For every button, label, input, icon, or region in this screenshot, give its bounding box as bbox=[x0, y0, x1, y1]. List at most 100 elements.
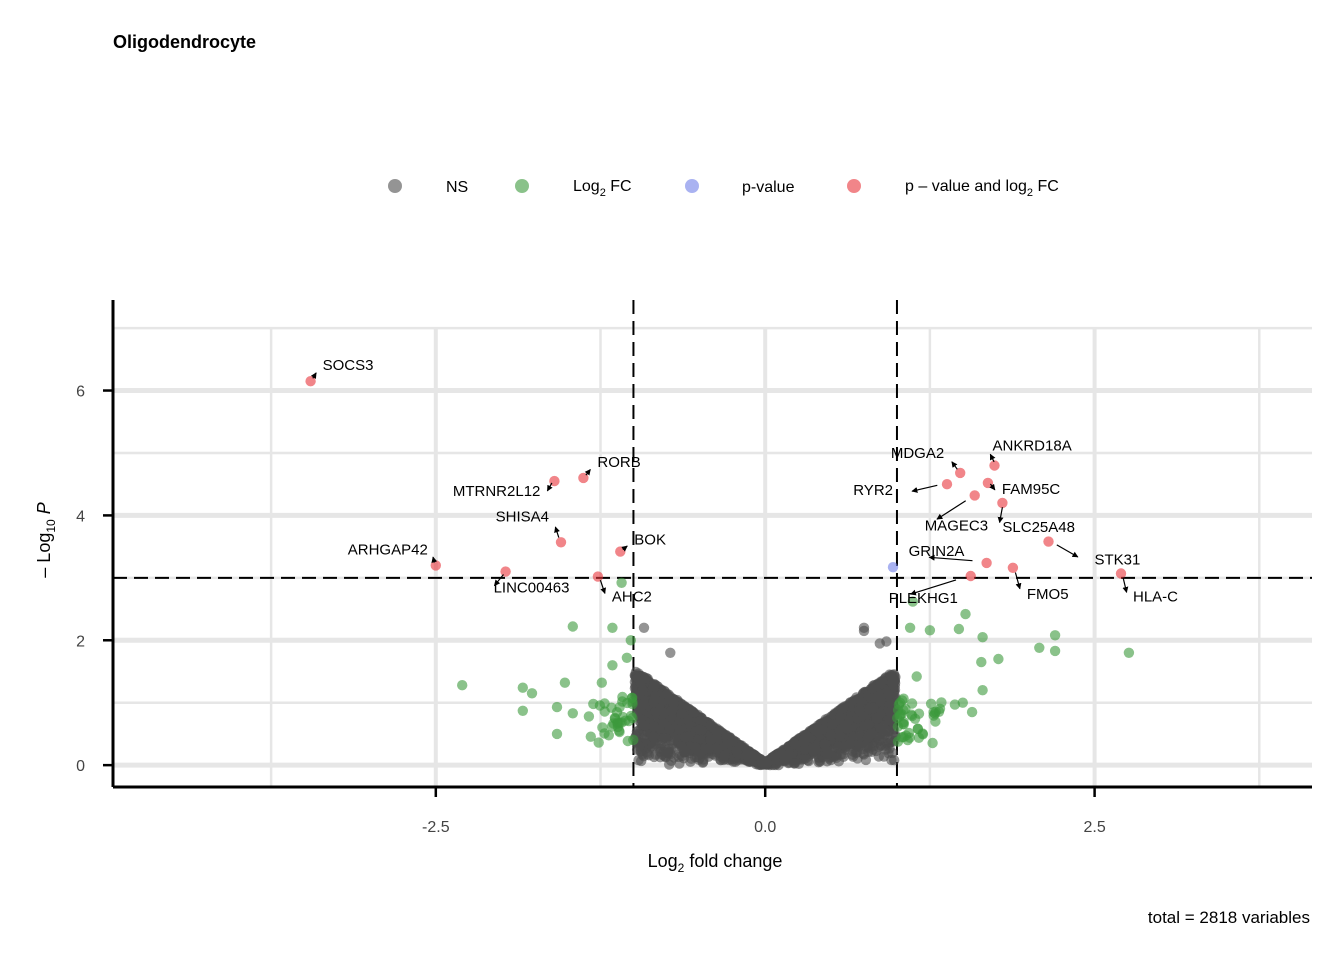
gene-label-rorb: RORB bbox=[597, 454, 640, 471]
point-log2fc bbox=[609, 713, 621, 724]
point-log2fc bbox=[896, 708, 907, 720]
point-significant bbox=[1043, 536, 1054, 547]
legend-label-log2fc: Log2 FC bbox=[573, 178, 632, 199]
label-connector-mtrnr2l12 bbox=[546, 482, 553, 492]
label-connector-ahc2 bbox=[599, 580, 606, 594]
gene-label-magec3: MAGEC3 bbox=[925, 517, 988, 534]
point-significant bbox=[982, 477, 994, 489]
point-ns bbox=[854, 731, 866, 742]
point-log2fc bbox=[1049, 645, 1061, 657]
point-log2fc bbox=[930, 716, 941, 727]
gene-label-arhgap42: ARHGAP42 bbox=[348, 541, 428, 558]
point-ns bbox=[871, 691, 883, 703]
point-log2fc bbox=[933, 706, 945, 717]
point-ns bbox=[863, 719, 874, 730]
legend-label-ns: NS bbox=[446, 179, 468, 196]
legend-swatch-pvalue bbox=[685, 179, 699, 193]
point-log2fc bbox=[977, 632, 988, 643]
point-ns bbox=[711, 731, 723, 743]
point-significant bbox=[305, 376, 316, 387]
label-connector-bok bbox=[621, 545, 628, 552]
point-ns bbox=[761, 757, 773, 769]
gene-label-ankrd18a: ANKRD18A bbox=[993, 438, 1072, 455]
point-log2fc bbox=[628, 734, 639, 746]
point-significant bbox=[997, 497, 1008, 509]
legend-item-pvalue: p-value bbox=[685, 179, 795, 196]
point-log2fc bbox=[607, 622, 618, 633]
point-significant bbox=[555, 537, 567, 548]
point-log2fc bbox=[925, 698, 937, 709]
point-ns bbox=[840, 742, 852, 753]
point-ns bbox=[862, 732, 874, 743]
point-ns bbox=[634, 741, 645, 752]
point-ns bbox=[638, 622, 650, 633]
gene-label-bok: BOK bbox=[634, 532, 666, 549]
label-connector-arhgap42 bbox=[431, 556, 438, 563]
point-log2fc bbox=[567, 621, 578, 632]
label-connector-plekhg1 bbox=[909, 579, 957, 596]
legend-label-pvalue-and-log2fc: p – value and log2 FC bbox=[905, 178, 1059, 199]
point-log2fc bbox=[625, 635, 636, 646]
point-ns bbox=[648, 721, 659, 733]
point-ns bbox=[727, 736, 738, 747]
label-connector-fam95c bbox=[989, 483, 996, 491]
point-ns bbox=[719, 750, 730, 761]
point-log2fc bbox=[593, 737, 604, 748]
point-log2fc bbox=[517, 705, 528, 716]
point-log2fc bbox=[924, 625, 936, 636]
point-log2fc bbox=[1034, 642, 1045, 653]
point-ns bbox=[825, 730, 836, 741]
point-ns bbox=[637, 684, 648, 696]
gene-label-grin2a: GRIN2A bbox=[909, 543, 965, 560]
point-ns bbox=[658, 707, 669, 719]
point-significant bbox=[592, 571, 604, 582]
gene-label-mtrnr2l12: MTRNR2L12 bbox=[453, 483, 541, 500]
cutoff-lines bbox=[113, 300, 1312, 787]
legend-item-ns: NS bbox=[388, 179, 468, 196]
point-ns bbox=[648, 731, 659, 742]
legend-item-log2fc: Log2 FC bbox=[515, 178, 632, 199]
label-connector-hla-c bbox=[1122, 577, 1129, 593]
point-ns bbox=[779, 754, 790, 765]
point-significant bbox=[989, 460, 1000, 471]
point-log2fc bbox=[621, 652, 633, 663]
point-log2fc bbox=[594, 700, 606, 711]
point-log2fc bbox=[911, 671, 922, 682]
point-ns bbox=[789, 738, 801, 750]
point-ns bbox=[731, 745, 742, 757]
x-tick-label: 2.5 bbox=[1083, 819, 1105, 836]
point-ns bbox=[676, 708, 688, 719]
y-tick-label: 4 bbox=[76, 508, 85, 525]
point-log2fc bbox=[953, 623, 965, 635]
x-tick-label: 0.0 bbox=[754, 819, 776, 836]
point-log2fc bbox=[993, 653, 1004, 665]
point-significant bbox=[955, 467, 966, 479]
point-log2fc bbox=[957, 697, 968, 708]
point-log2fc bbox=[627, 698, 638, 710]
point-ns bbox=[887, 747, 898, 759]
point-ns bbox=[688, 707, 699, 718]
label-connector-mdga2 bbox=[951, 461, 958, 470]
legend-item-pvalue-and-log2fc: p – value and log2 FC bbox=[847, 178, 1059, 199]
point-log2fc bbox=[526, 688, 538, 699]
point-log2fc bbox=[559, 677, 571, 688]
point-log2fc bbox=[596, 677, 607, 688]
tick-labels: -2.5 0.0 2.5 0 2 4 6 bbox=[76, 384, 1106, 836]
point-significant bbox=[1115, 568, 1127, 579]
point-ns bbox=[864, 703, 875, 715]
point-ns bbox=[881, 636, 892, 647]
y-tick-label: 0 bbox=[76, 758, 85, 775]
gene-label-socs3: SOCS3 bbox=[323, 357, 374, 374]
point-ns bbox=[674, 724, 685, 735]
point-ns bbox=[822, 748, 833, 759]
caption: total = 2818 variables bbox=[1148, 908, 1310, 927]
legend: NS Log2 FC p-value p – value and log2 FC bbox=[388, 178, 1059, 199]
gene-label-linc00463: LINC00463 bbox=[494, 580, 570, 597]
point-ns bbox=[749, 750, 760, 761]
gene-label-fmo5: FMO5 bbox=[1027, 586, 1069, 603]
point-ns bbox=[858, 625, 870, 637]
point-ns bbox=[845, 697, 856, 708]
point-ns bbox=[648, 681, 660, 692]
gene-label-stk31: STK31 bbox=[1095, 552, 1141, 569]
point-ns bbox=[871, 713, 883, 724]
